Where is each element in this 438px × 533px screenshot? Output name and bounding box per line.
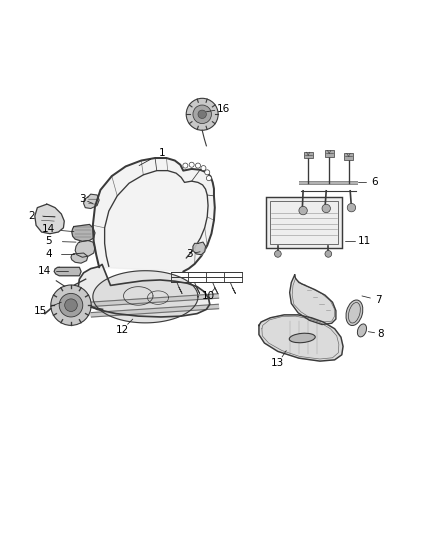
FancyBboxPatch shape xyxy=(304,152,313,158)
Text: 10: 10 xyxy=(202,291,215,301)
Text: 4: 4 xyxy=(46,249,52,259)
FancyBboxPatch shape xyxy=(325,150,334,157)
Ellipse shape xyxy=(357,324,367,337)
Text: 5: 5 xyxy=(46,236,52,246)
Circle shape xyxy=(59,293,83,317)
Circle shape xyxy=(193,105,212,124)
Ellipse shape xyxy=(289,333,315,343)
Circle shape xyxy=(206,176,212,181)
Polygon shape xyxy=(75,240,95,257)
Circle shape xyxy=(189,162,194,167)
Text: 14: 14 xyxy=(42,224,55,235)
Polygon shape xyxy=(290,275,336,325)
FancyBboxPatch shape xyxy=(344,153,353,160)
Text: 16: 16 xyxy=(216,104,230,114)
Text: 8: 8 xyxy=(378,329,384,339)
Polygon shape xyxy=(193,242,205,255)
Text: 6: 6 xyxy=(371,177,378,188)
Text: 3: 3 xyxy=(186,249,193,259)
Polygon shape xyxy=(78,264,210,317)
Circle shape xyxy=(299,206,307,215)
Polygon shape xyxy=(93,271,198,323)
Polygon shape xyxy=(93,158,215,271)
Circle shape xyxy=(322,204,330,213)
Text: 13: 13 xyxy=(271,358,285,368)
FancyBboxPatch shape xyxy=(266,197,342,247)
Circle shape xyxy=(201,166,206,171)
Circle shape xyxy=(195,163,201,168)
Polygon shape xyxy=(35,204,64,233)
Text: 2: 2 xyxy=(28,211,35,221)
Text: 11: 11 xyxy=(357,236,371,246)
Circle shape xyxy=(325,251,332,257)
Circle shape xyxy=(205,170,210,175)
Ellipse shape xyxy=(346,300,363,326)
Circle shape xyxy=(347,204,356,212)
Circle shape xyxy=(183,163,188,168)
Text: 3: 3 xyxy=(79,194,86,204)
Polygon shape xyxy=(71,253,88,263)
Text: 14: 14 xyxy=(38,266,51,276)
Polygon shape xyxy=(72,224,95,241)
Circle shape xyxy=(51,285,91,325)
Text: 15: 15 xyxy=(34,305,47,316)
Polygon shape xyxy=(54,268,81,276)
Text: 12: 12 xyxy=(116,325,129,335)
Circle shape xyxy=(186,98,218,130)
Polygon shape xyxy=(259,315,343,361)
Circle shape xyxy=(275,251,281,257)
Circle shape xyxy=(65,299,77,311)
Text: 7: 7 xyxy=(375,295,382,305)
Polygon shape xyxy=(84,194,99,208)
Circle shape xyxy=(198,110,206,118)
Text: 1: 1 xyxy=(159,148,166,158)
